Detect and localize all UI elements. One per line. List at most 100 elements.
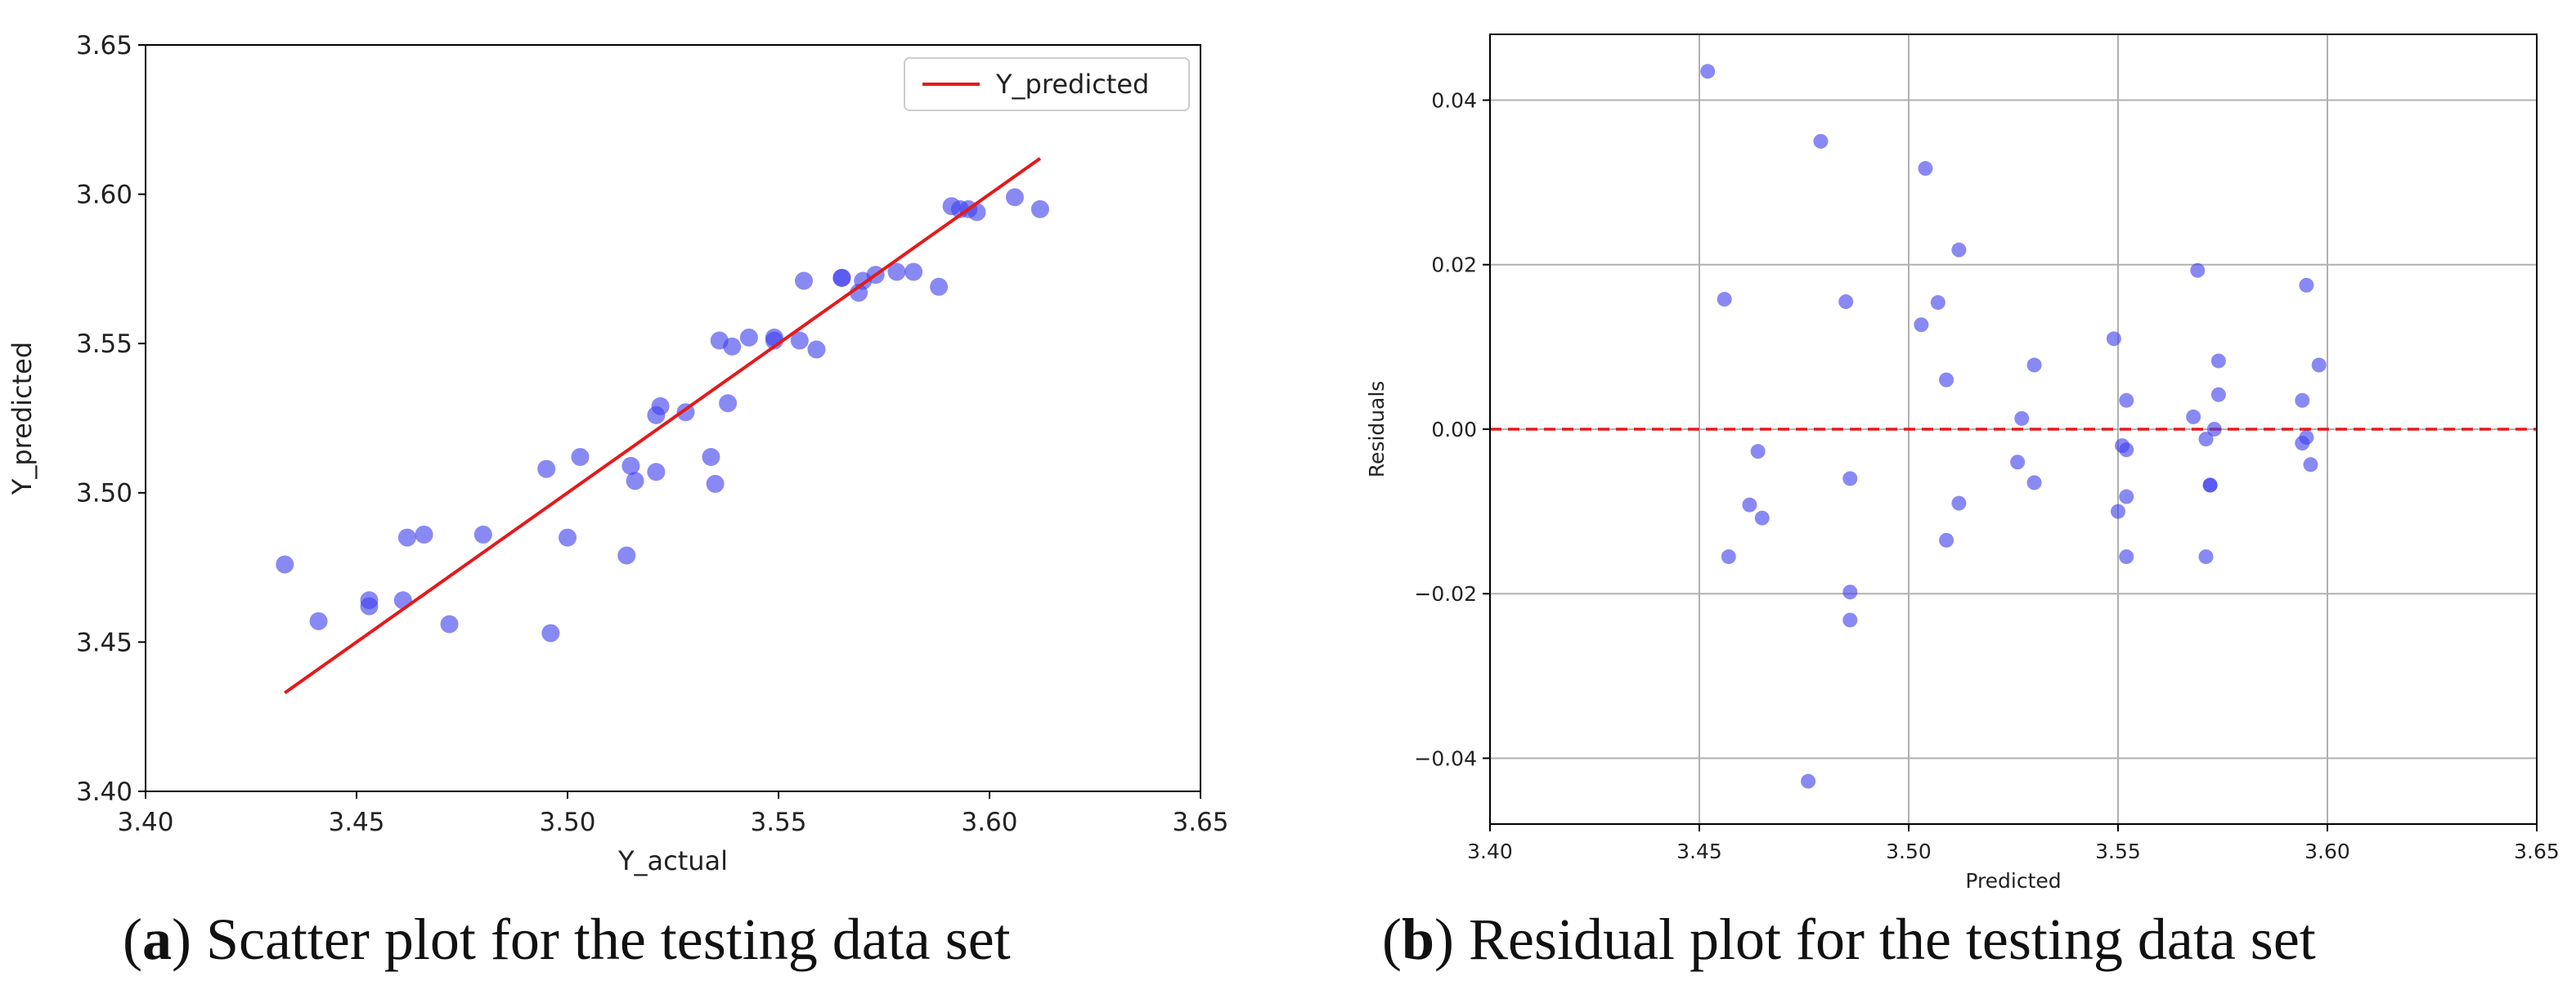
x-tick-label: 3.55 bbox=[2095, 840, 2141, 863]
data-point bbox=[397, 528, 416, 547]
data-point bbox=[2026, 475, 2042, 491]
data-point bbox=[1918, 161, 1933, 177]
y-axis-label: Residuals bbox=[1365, 381, 1389, 478]
data-point bbox=[1721, 549, 1736, 564]
data-point bbox=[473, 525, 492, 544]
y-tick-label: 3.45 bbox=[76, 628, 132, 657]
data-point bbox=[1842, 612, 1858, 628]
data-point bbox=[2106, 331, 2121, 347]
data-point bbox=[2190, 262, 2206, 278]
x-tick-label: 3.40 bbox=[117, 808, 173, 837]
data-point bbox=[930, 277, 949, 296]
data-point bbox=[1005, 188, 1024, 207]
data-point bbox=[887, 262, 906, 281]
data-point bbox=[2311, 357, 2327, 373]
x-tick-label: 3.60 bbox=[2304, 840, 2350, 863]
data-point bbox=[440, 615, 459, 634]
y-tick-label: 3.60 bbox=[76, 180, 132, 209]
data-point bbox=[360, 597, 379, 616]
data-point bbox=[626, 472, 644, 491]
data-point bbox=[1939, 532, 1954, 548]
data-point bbox=[794, 271, 813, 290]
x-tick-label: 3.55 bbox=[750, 808, 806, 837]
data-point bbox=[904, 262, 923, 281]
caption-a: (a) Scatter plot for the testing data se… bbox=[123, 907, 1011, 972]
data-point bbox=[706, 474, 725, 493]
data-point bbox=[739, 328, 758, 347]
data-point bbox=[309, 611, 328, 630]
data-point bbox=[1754, 510, 1770, 526]
data-point bbox=[2119, 392, 2134, 408]
data-point bbox=[2014, 410, 2030, 426]
data-point bbox=[2299, 277, 2314, 293]
x-axis-label: Predicted bbox=[1965, 869, 2061, 893]
data-point bbox=[2210, 353, 2226, 369]
y-tick-label: 3.65 bbox=[76, 31, 132, 60]
data-point bbox=[2186, 409, 2201, 424]
data-point bbox=[719, 394, 738, 413]
data-point bbox=[1742, 497, 1757, 513]
data-point bbox=[1939, 372, 1954, 388]
data-point bbox=[1842, 471, 1858, 486]
data-point bbox=[2010, 455, 2026, 470]
data-point bbox=[415, 525, 433, 544]
x-axis-label: Y_actual bbox=[617, 845, 728, 876]
data-point bbox=[1951, 242, 1967, 258]
data-point bbox=[1750, 444, 1766, 459]
data-point bbox=[2026, 357, 2042, 373]
x-tick-label: 3.40 bbox=[1467, 840, 1513, 863]
y-tick-label: 0.00 bbox=[1431, 418, 1477, 441]
data-point bbox=[2119, 549, 2134, 564]
data-point bbox=[790, 331, 809, 350]
data-point bbox=[723, 337, 742, 356]
data-point bbox=[1813, 133, 1829, 149]
legend-box bbox=[904, 57, 1190, 111]
data-point bbox=[1030, 199, 1049, 218]
data-point bbox=[541, 624, 560, 643]
y-tick-label: −0.04 bbox=[1414, 746, 1477, 770]
data-point bbox=[832, 268, 851, 287]
data-point bbox=[651, 396, 670, 415]
y-tick-label: −0.02 bbox=[1414, 582, 1477, 606]
x-tick-label: 3.50 bbox=[539, 808, 595, 837]
data-point bbox=[1700, 64, 1716, 79]
data-point bbox=[2198, 432, 2214, 447]
data-point bbox=[2202, 477, 2218, 493]
caption-b-text: Residual plot for the testing data set bbox=[1469, 907, 2316, 972]
x-tick-label: 3.65 bbox=[2514, 840, 2560, 863]
data-point bbox=[647, 463, 666, 482]
data-point bbox=[2111, 504, 2125, 519]
y-tick-label: 0.02 bbox=[1431, 253, 1477, 277]
data-point bbox=[2119, 489, 2134, 504]
residual-chart: 3.40 3.45 3.50 3.55 3.60 3.65 −0.04 −0.02 0.00 0.… bbox=[1365, 34, 2560, 893]
caption-b: (b) Residual plot for the testing data s… bbox=[1382, 907, 2316, 972]
data-point bbox=[1801, 773, 1816, 789]
data-point bbox=[622, 456, 640, 475]
data-point bbox=[1914, 317, 1929, 333]
data-point bbox=[2198, 549, 2214, 564]
data-point bbox=[617, 546, 636, 565]
fit-line bbox=[284, 157, 1042, 695]
data-point bbox=[571, 447, 590, 466]
data-point bbox=[1717, 292, 1732, 307]
data-point bbox=[1951, 495, 1967, 511]
data-point bbox=[2303, 457, 2318, 473]
data-point bbox=[2119, 442, 2134, 458]
y-tick-label: 3.40 bbox=[76, 777, 132, 807]
caption-a-text: Scatter plot for the testing data set bbox=[205, 907, 1011, 972]
plot-frame bbox=[145, 44, 1201, 792]
x-tick-label: 3.45 bbox=[1676, 840, 1722, 863]
data-point bbox=[1838, 294, 1854, 310]
y-tick-label: 3.50 bbox=[76, 479, 132, 508]
data-point bbox=[702, 447, 720, 466]
x-tick-label: 3.65 bbox=[1172, 808, 1228, 837]
y-axis-label: Y_predicted bbox=[7, 342, 38, 495]
legend: Y_predicted bbox=[904, 57, 1190, 111]
y-tick-label: 0.04 bbox=[1431, 88, 1477, 112]
data-point bbox=[807, 340, 826, 359]
data-point bbox=[537, 459, 556, 478]
data-point bbox=[1930, 295, 1945, 311]
data-point bbox=[2295, 392, 2310, 408]
data-point bbox=[2299, 430, 2314, 446]
